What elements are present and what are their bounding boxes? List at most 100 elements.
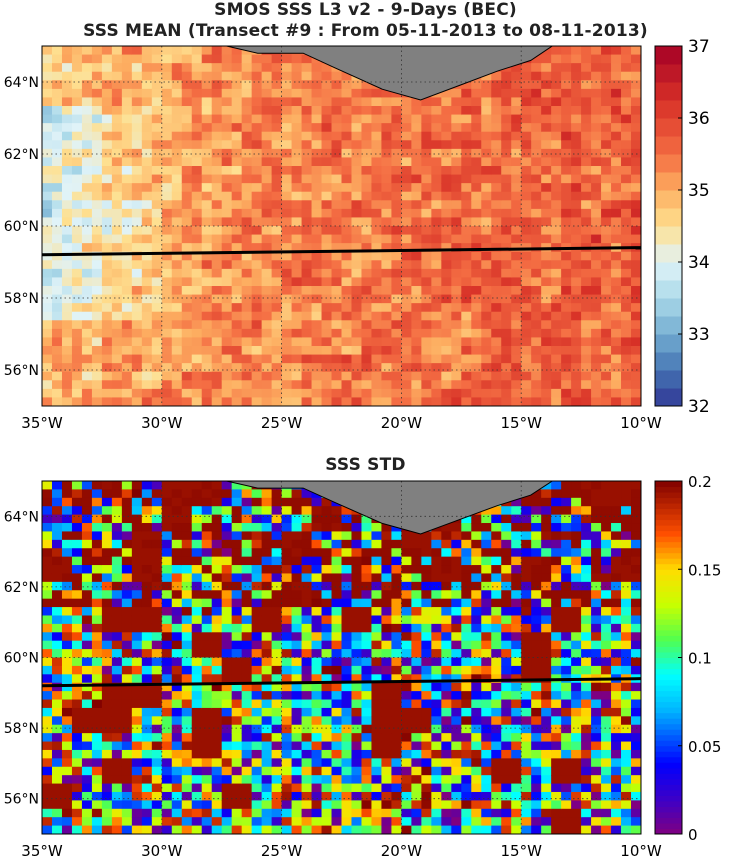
- heatmap-cell: [51, 766, 63, 776]
- heatmap-cell: [131, 268, 143, 279]
- heatmap-cell: [471, 380, 482, 390]
- heatmap-cell: [451, 354, 462, 364]
- heatmap-cell: [471, 615, 482, 625]
- heatmap-cell: [311, 226, 323, 236]
- heatmap-cell: [421, 716, 432, 726]
- heatmap-cell: [321, 148, 333, 159]
- heatmap-cell: [251, 758, 263, 768]
- heatmap-cell: [491, 303, 502, 313]
- heatmap-cell: [81, 531, 93, 541]
- heatmap-cell: [511, 346, 522, 356]
- heatmap-cell: [491, 649, 502, 659]
- heatmap-cell: [431, 800, 442, 810]
- heatmap-cell: [211, 766, 223, 776]
- heatmap-cell: [171, 54, 183, 64]
- heatmap-cell: [171, 523, 183, 533]
- heatmap-cell: [131, 397, 143, 406]
- heatmap-cell: [491, 208, 502, 219]
- heatmap-cell: [161, 63, 173, 73]
- heatmap-cell: [42, 54, 53, 64]
- heatmap-cell: [161, 397, 173, 406]
- heatmap-cell: [161, 191, 173, 201]
- heatmap-cell: [181, 674, 193, 684]
- heatmap-cell: [421, 148, 432, 159]
- heatmap-cell: [91, 607, 103, 617]
- heatmap-cell: [81, 775, 93, 785]
- heatmap-cell: [371, 88, 383, 99]
- heatmap-cell: [411, 106, 422, 116]
- heatmap-cell: [111, 791, 123, 801]
- heatmap-cell: [121, 328, 133, 339]
- heatmap-cell: [151, 657, 163, 667]
- heatmap-cell: [361, 346, 373, 356]
- heatmap-cell: [571, 573, 582, 583]
- heatmap-cell: [511, 497, 522, 507]
- heatmap-cell: [341, 106, 353, 116]
- heatmap-cell: [301, 123, 313, 133]
- heatmap-cell: [281, 489, 293, 499]
- heatmap-cell: [291, 234, 303, 244]
- heatmap-cell: [521, 268, 532, 279]
- heatmap-cell: [251, 556, 263, 566]
- heatmap-cell: [601, 716, 612, 726]
- heatmap-cell: [611, 320, 622, 330]
- heatmap-cell: [131, 157, 143, 167]
- heatmap-cell: [211, 674, 223, 684]
- heatmap-cell: [401, 733, 412, 743]
- heatmap-cell: [541, 825, 552, 834]
- heatmap-cell: [521, 217, 532, 227]
- heatmap-cell: [421, 363, 432, 373]
- heatmap-cell: [251, 311, 263, 321]
- heatmap-cell: [371, 682, 383, 692]
- heatmap-cell: [211, 598, 223, 608]
- heatmap-cell: [551, 226, 562, 236]
- heatmap-cell: [491, 260, 502, 270]
- heatmap-cell: [581, 531, 592, 541]
- heatmap-cell: [381, 640, 393, 650]
- heatmap-cell: [501, 775, 512, 785]
- heatmap-cell: [221, 380, 233, 390]
- heatmap-cell: [251, 699, 263, 709]
- heatmap-cell: [541, 174, 552, 184]
- heatmap-cell: [331, 590, 343, 600]
- heatmap-cell: [431, 607, 442, 617]
- heatmap-cell: [611, 514, 622, 524]
- heatmap-cell: [361, 363, 373, 373]
- heatmap-cell: [121, 131, 133, 141]
- heatmap-cell: [71, 380, 83, 390]
- heatmap-cell: [531, 294, 542, 304]
- heatmap-cell: [231, 397, 243, 406]
- heatmap-cell: [181, 531, 193, 541]
- heatmap-cell: [51, 251, 63, 261]
- heatmap-cell: [571, 88, 582, 99]
- heatmap-cell: [471, 166, 482, 176]
- heatmap-cell: [381, 590, 393, 600]
- heatmap-cell: [601, 623, 612, 633]
- heatmap-cell: [401, 556, 412, 566]
- heatmap-cell: [501, 311, 512, 321]
- heatmap-cell: [521, 277, 532, 287]
- heatmap-cell: [561, 88, 572, 99]
- heatmap-cell: [541, 337, 552, 347]
- heatmap-cell: [341, 243, 353, 253]
- heatmap-cell: [421, 615, 432, 625]
- heatmap-cell: [261, 88, 273, 99]
- heatmap-cell: [201, 733, 213, 743]
- heatmap-cell: [591, 766, 602, 776]
- heatmap-cell: [371, 131, 383, 141]
- heatmap-cell: [471, 88, 482, 99]
- heatmap-cell: [181, 514, 193, 524]
- heatmap-cell: [481, 320, 492, 330]
- heatmap-cell: [431, 363, 442, 373]
- heatmap-cell: [501, 140, 512, 150]
- heatmap-cell: [471, 598, 482, 608]
- heatmap-cell: [231, 623, 243, 633]
- heatmap-cell: [301, 217, 313, 227]
- heatmap-cell: [391, 166, 402, 176]
- heatmap-cell: [601, 268, 612, 279]
- heatmap-cell: [531, 707, 542, 717]
- heatmap-cell: [261, 691, 273, 701]
- heatmap-cell: [281, 311, 293, 321]
- heatmap-cell: [591, 294, 602, 304]
- heatmap-cell: [371, 775, 383, 785]
